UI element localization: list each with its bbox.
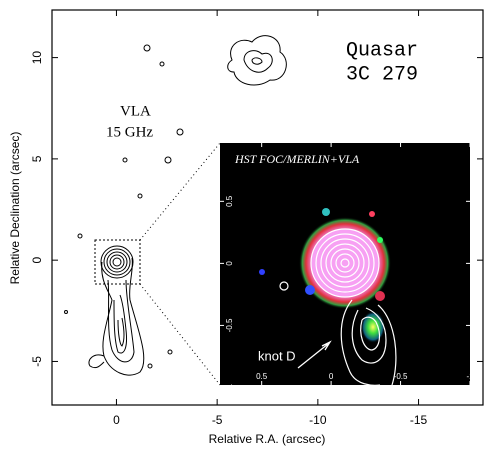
- y-tick-label: 0: [225, 261, 234, 266]
- x-tick-label: -1: [466, 372, 474, 381]
- annotation: Quasar: [346, 39, 418, 62]
- annotation: 15 GHz: [106, 124, 153, 140]
- annotation: knot D: [258, 348, 296, 363]
- zoom-line: [139, 283, 221, 386]
- zoom-line: [139, 142, 221, 241]
- x-tick-label: 0.5: [256, 372, 268, 381]
- x-tick-label: -0.5: [394, 372, 408, 381]
- y-tick-label: 10: [30, 51, 44, 65]
- x-tick-label: 0: [329, 372, 334, 381]
- x-tick-label: -5: [212, 413, 223, 427]
- annotation: VLA: [120, 103, 151, 119]
- y-tick-label: 0: [30, 257, 44, 264]
- y-tick-label: -5: [30, 356, 44, 367]
- x-tick-label: -15: [410, 413, 428, 427]
- inset-title: HST FOC/MERLIN+VLA: [234, 152, 360, 166]
- y-tick-label: 5: [30, 155, 44, 162]
- y-tick-label: 0.5: [225, 195, 234, 207]
- y-axis-label: Relative Declination (arcsec): [8, 132, 22, 285]
- x-tick-label: -10: [309, 413, 327, 427]
- vla-contours: [64, 35, 287, 376]
- y-tick-label: -0.5: [225, 318, 234, 332]
- x-tick-label: 0: [113, 413, 120, 427]
- y-tick-label: -1: [225, 383, 234, 391]
- arrow: [297, 340, 332, 369]
- x-axis-label: Relative R.A. (arcsec): [209, 432, 326, 446]
- annotation: 3C 279: [346, 63, 418, 86]
- zoom-box: [94, 239, 141, 285]
- hst-image: [259, 208, 397, 386]
